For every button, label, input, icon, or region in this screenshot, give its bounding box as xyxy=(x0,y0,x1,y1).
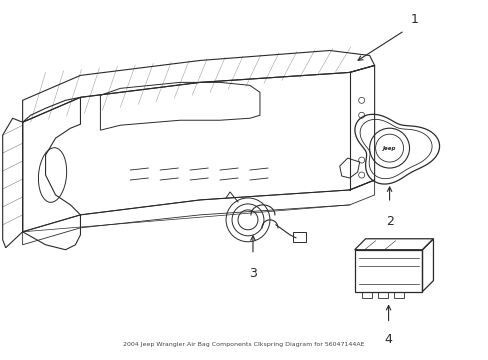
Text: 4: 4 xyxy=(384,333,392,346)
Text: Jeep: Jeep xyxy=(382,146,396,150)
Text: 1: 1 xyxy=(410,13,418,26)
Text: 2: 2 xyxy=(385,215,393,228)
Text: 3: 3 xyxy=(248,267,256,280)
Text: 2004 Jeep Wrangler Air Bag Components Clkspring Diagram for 56047144AE: 2004 Jeep Wrangler Air Bag Components Cl… xyxy=(123,342,364,347)
